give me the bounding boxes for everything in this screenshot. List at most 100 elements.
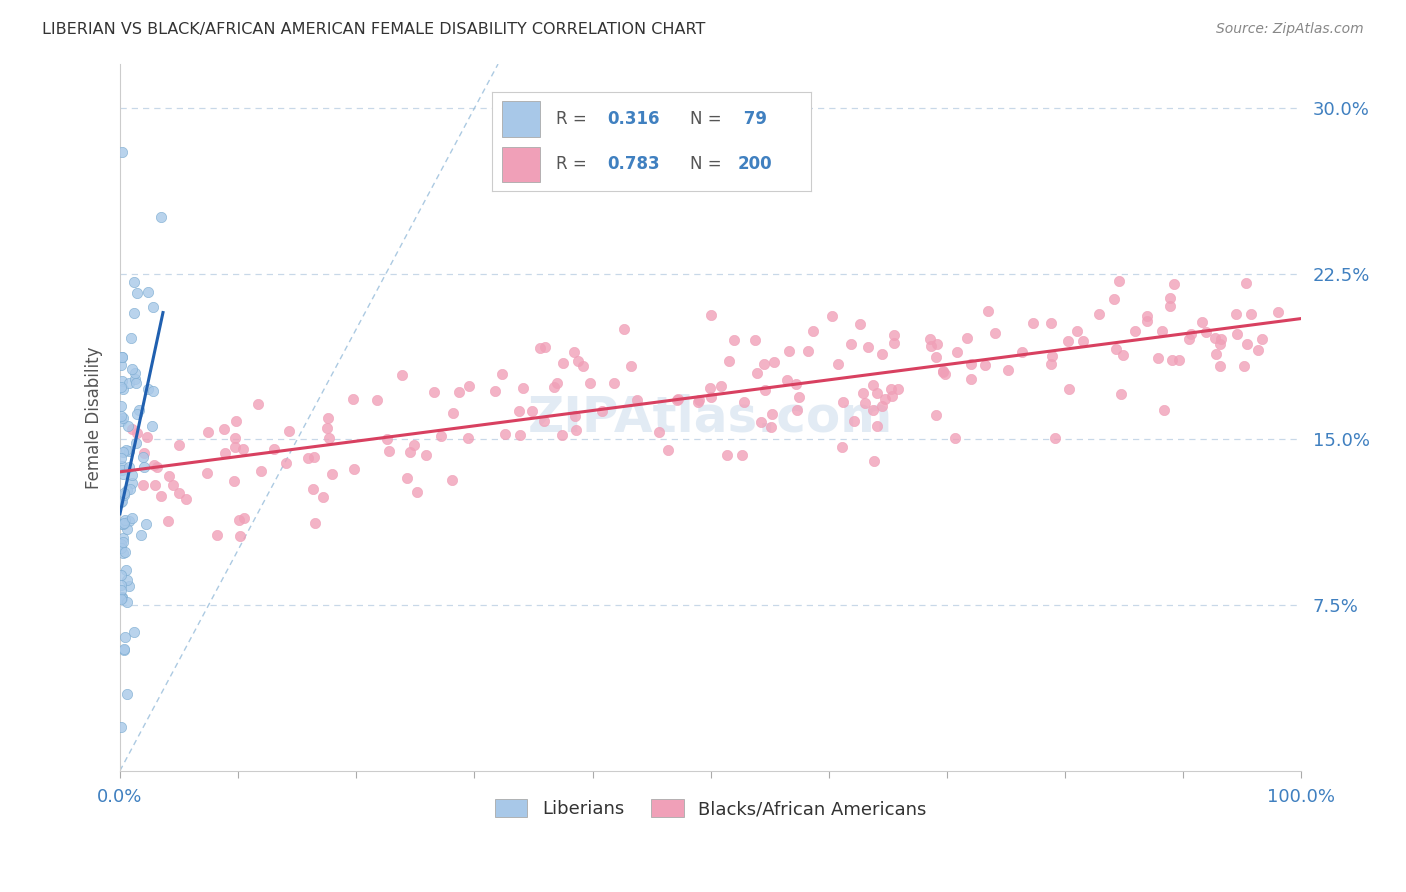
Point [820,309,842,323]
Point [111,591,134,605]
Point [457,431,479,445]
Point [787,390,810,404]
Point [111,145,134,160]
Point [224,440,246,454]
Point [827,357,849,371]
Point [366,392,388,407]
Point [529,341,551,355]
Point [112,641,135,656]
Point [110,590,132,604]
Point [122,306,145,320]
Point [508,404,530,418]
Text: ZIPAtlas.com: ZIPAtlas.com [529,393,893,442]
Point [277,424,299,438]
Point [112,382,135,396]
Point [1102,292,1125,306]
Point [1195,325,1218,339]
Point [733,395,755,409]
Point [114,513,136,527]
Point [839,336,862,351]
Point [744,333,766,347]
Point [112,516,135,531]
Point [1040,349,1063,363]
Point [934,367,956,381]
Point [156,515,179,529]
Point [110,541,132,556]
Point [666,392,689,407]
Point [131,477,153,491]
Point [1234,276,1257,290]
Point [150,489,173,503]
Point [920,339,942,353]
Point [297,450,319,465]
Point [197,425,219,439]
Point [1087,307,1109,321]
Point [716,448,738,462]
Point [233,511,256,525]
Point [831,394,853,409]
Point [142,300,165,314]
Point [117,419,139,434]
Point [378,443,401,458]
Point [114,630,136,644]
Point [932,365,955,379]
Text: 0.0%: 0.0% [97,789,142,806]
Point [977,303,1000,318]
Point [925,337,948,351]
Point [112,546,135,560]
Point [491,367,513,381]
Point [1056,334,1078,349]
Point [973,358,995,372]
Point [883,336,905,351]
Point [484,384,506,398]
Point [1168,353,1191,368]
Point [145,459,167,474]
Point [110,358,132,372]
Point [312,490,335,504]
Point [844,414,866,428]
Point [120,330,142,344]
Point [699,380,721,394]
Point [124,367,146,381]
Point [430,429,453,443]
Point [232,442,254,456]
Point [228,513,250,527]
Point [302,482,325,496]
Point [591,404,613,418]
Point [1043,431,1066,445]
Point [1066,324,1088,338]
Point [1136,309,1159,323]
Point [1211,332,1233,346]
Point [263,442,285,456]
Text: 100.0%: 100.0% [1267,789,1336,806]
Point [785,376,807,391]
Point [883,327,905,342]
Point [321,467,343,482]
Point [125,285,148,300]
Point [1267,305,1289,319]
Point [803,324,825,338]
Point [754,384,776,398]
Point [1111,348,1133,362]
Point [110,450,132,465]
Point [115,483,138,497]
Point [959,357,981,371]
Point [316,411,339,425]
Point [121,422,143,436]
Point [169,486,191,500]
Point [195,467,218,481]
Point [115,443,138,458]
Point [224,431,246,445]
Point [534,340,557,354]
Point [856,340,879,354]
Point [406,485,429,500]
Point [688,393,710,408]
Point [125,426,148,441]
Point [731,448,754,462]
Point [955,331,977,345]
Point [932,364,955,378]
Point [1191,315,1213,329]
Point [118,578,141,592]
Point [129,528,152,542]
Point [551,428,574,442]
